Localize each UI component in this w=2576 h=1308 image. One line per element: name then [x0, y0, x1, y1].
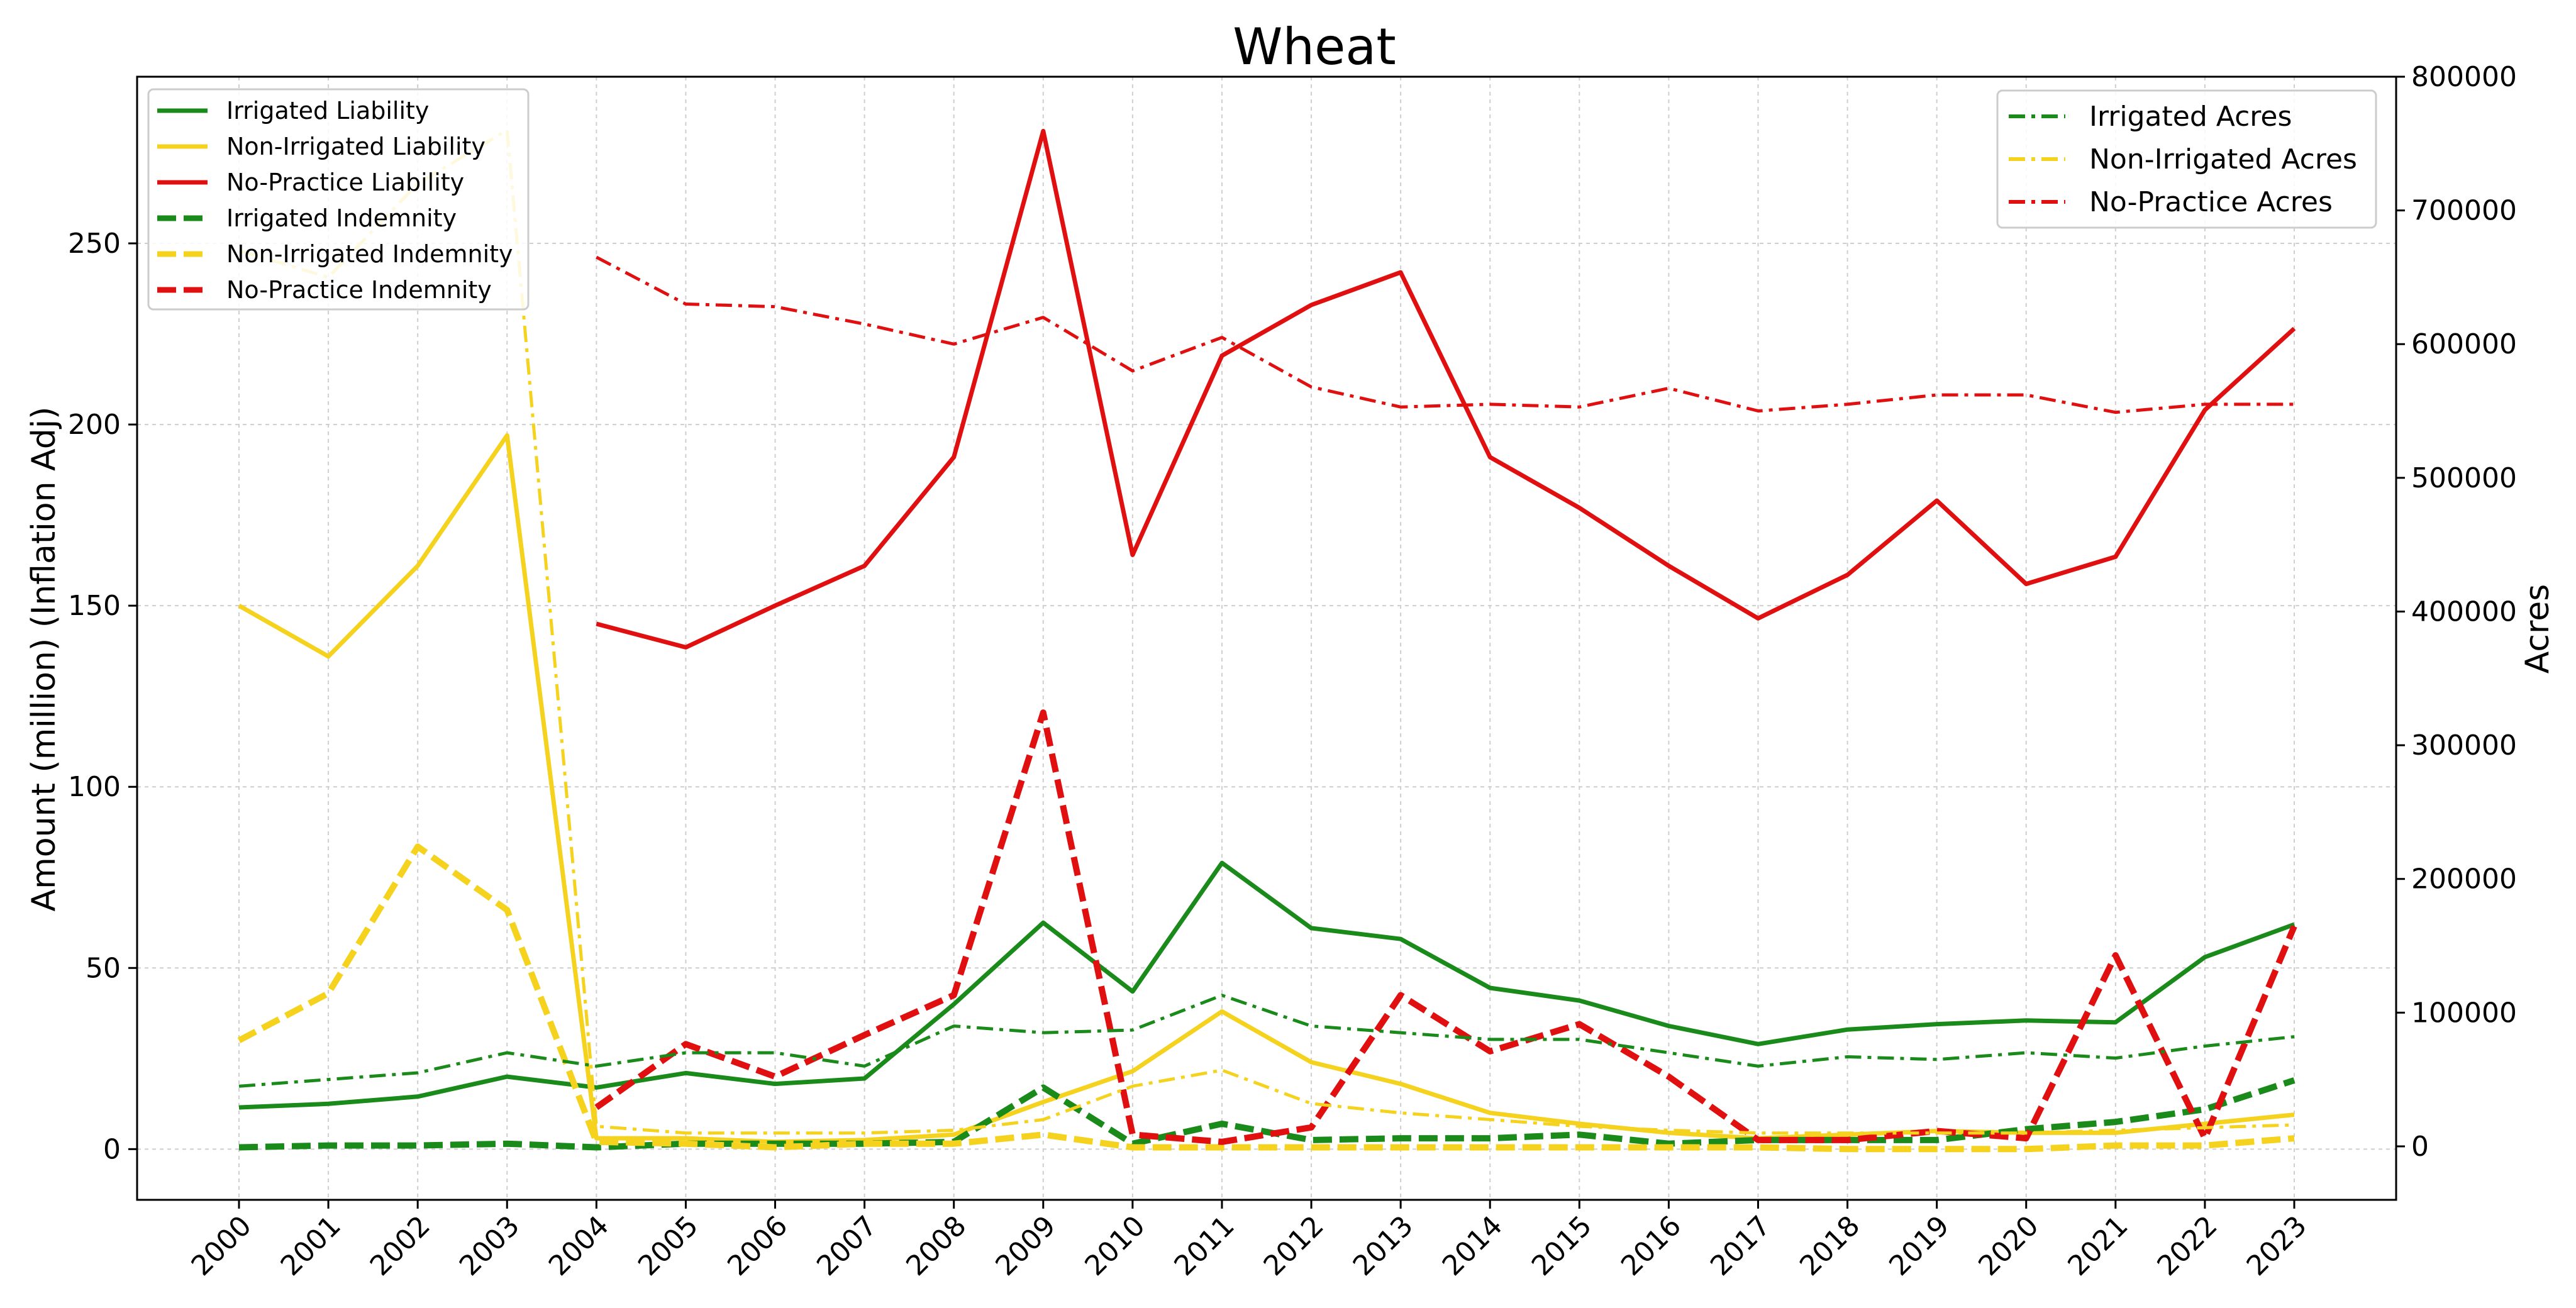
series-line-irrigated-indemnity	[238, 1077, 2296, 1151]
y-tick-label: 100	[68, 771, 121, 803]
legend-label: No-Practice Liability	[226, 169, 464, 196]
y2-tick-label: 400000	[2411, 596, 2517, 628]
legend-left: Irrigated Liability Non-Irrigated Liabili…	[147, 88, 530, 311]
y-tick-label: 200	[68, 409, 121, 441]
series-line-no-practice-liability	[596, 128, 2296, 650]
legend-label: Irrigated Acres	[2089, 101, 2292, 133]
y-axis-label: Amount (million) (Inflation Adj)	[25, 407, 63, 912]
series-line-no-practice-acres	[596, 255, 2294, 414]
y2-axis-label: Acres	[2519, 584, 2557, 674]
y2-tick-label: 800000	[2411, 61, 2517, 93]
y2-tick-label: 600000	[2411, 328, 2517, 360]
series-line-irrigated-liability	[238, 860, 2296, 1110]
legend-label: Irrigated Indemnity	[226, 204, 457, 232]
y-axis-right: 0 100000 200000 300000 400000 500000 600000 700…	[2396, 61, 2517, 1163]
y2-tick-label: 100000	[2411, 997, 2517, 1029]
y-tick-label: 150	[68, 590, 121, 622]
series-line-irrigated-acres	[238, 994, 2295, 1088]
series-layer	[237, 128, 2297, 1153]
y2-tick-label: 200000	[2411, 863, 2517, 895]
legend-left-frame	[147, 88, 530, 311]
series-line-no-practice-indemnity	[594, 709, 2297, 1145]
plot-frame	[136, 75, 2397, 1201]
legend-right-frame	[1996, 89, 2377, 229]
legend-right: Irrigated Acres Non-Irrigated Acres No-Pra…	[1996, 89, 2377, 229]
legend-label: Non-Irrigated Acres	[2089, 143, 2357, 175]
legend-label: Non-Irrigated Indemnity	[226, 240, 513, 268]
y2-tick-label: 500000	[2411, 462, 2517, 494]
series-line-non-irrigated-indemnity	[237, 843, 2295, 1153]
y2-tick-label: 0	[2411, 1131, 2429, 1163]
legend-label: Non-Irrigated Liability	[226, 133, 486, 160]
y-axis-left: 0 50 100 150 200 250	[68, 228, 137, 1165]
y-tick-label: 250	[68, 228, 121, 260]
y-tick-label: 50	[86, 952, 121, 984]
legend-label: No-Practice Acres	[2089, 186, 2333, 218]
chart-title: Wheat	[1233, 18, 1396, 76]
legend-label: No-Practice Indemnity	[226, 276, 492, 304]
y2-tick-label: 700000	[2411, 195, 2517, 227]
grid	[137, 77, 2396, 1200]
series-line-non-irrigated-acres	[238, 128, 2295, 1135]
legend-label: Irrigated Liability	[226, 97, 429, 125]
y-tick-label: 0	[103, 1133, 121, 1165]
y2-tick-label: 300000	[2411, 729, 2517, 762]
